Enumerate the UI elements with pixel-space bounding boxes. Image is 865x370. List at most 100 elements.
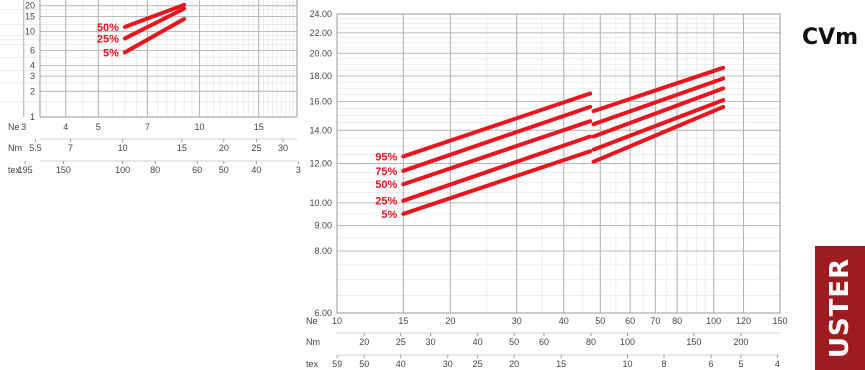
x-tick-label-ne: 60: [625, 316, 635, 326]
left-x-tick-label-nm: 10: [118, 143, 128, 153]
percentile-line: [591, 98, 726, 152]
x-tick-label-tex: 4: [775, 359, 780, 369]
left-y-tick-label: 6: [30, 45, 35, 55]
percentile-line: [401, 149, 593, 216]
left-percentile-line: [122, 2, 187, 29]
percentile-line: [401, 91, 593, 159]
left-x-tick-label-tex: 3: [296, 165, 301, 175]
percentile-line: [591, 65, 726, 114]
x-tick-label-nm: 60: [539, 337, 549, 347]
percentile-label: 95%: [375, 151, 397, 163]
percentile-label: 50%: [375, 179, 397, 191]
left-x-tick-label-ne: 5: [96, 122, 101, 132]
left-x-tick-label-tex: 50: [219, 165, 229, 175]
x-tick-label-tex: 8: [661, 359, 666, 369]
left-x-tick-label-tex: 40: [251, 165, 261, 175]
left-x-tick-label-ne: 4: [63, 122, 68, 132]
x-tick-label-nm: 100: [620, 337, 635, 347]
percentile-line: [591, 76, 726, 127]
left-x-tick-label-nm: 7: [68, 143, 73, 153]
left-scale-name-nm: Nm: [8, 143, 22, 153]
left-scale-name-tex: tex: [8, 165, 21, 175]
x-tick-label-ne: 30: [512, 316, 522, 326]
y-tick-label: 8.00: [314, 246, 332, 256]
x-tick-label-ne: 80: [672, 316, 682, 326]
y-tick-label: 20.00: [309, 48, 332, 58]
uster-logo: USTER: [815, 246, 865, 370]
x-tick-label-tex: 5: [738, 359, 743, 369]
percentile-line: [591, 86, 726, 139]
x-tick-label-ne: 10: [332, 316, 342, 326]
percentile-line: [401, 104, 593, 173]
y-tick-label: 16.00: [309, 96, 332, 106]
left-x-tick-label-nm: 15: [177, 143, 187, 153]
left-x-tick-label-nm: 30: [278, 143, 288, 153]
x-tick-label-nm: 20: [359, 337, 369, 347]
y-tick-label: 24.00: [309, 9, 332, 19]
x-tick-label-ne: 70: [650, 316, 660, 326]
x-tick-label-ne: 40: [559, 316, 569, 326]
y-tick-label: 22.00: [309, 28, 332, 38]
percentile-line: [401, 119, 593, 187]
left-x-tick-label-tex: 100: [115, 165, 130, 175]
left-x-tick-label-ne: 10: [194, 122, 204, 132]
y-tick-label: 12.00: [309, 159, 332, 169]
percentile-label: 25%: [375, 196, 397, 208]
left-x-tick-label-tex: 195: [18, 165, 33, 175]
chart-title: CVm: [802, 25, 859, 50]
x-tick-label-nm: 40: [473, 337, 483, 347]
x-tick-label-tex: 20: [509, 359, 519, 369]
left-x-tick-label-ne: 7: [145, 122, 150, 132]
left-percentile-label: 25%: [97, 33, 119, 45]
logo-text: USTER: [825, 257, 856, 359]
x-tick-label-ne: 15: [398, 316, 408, 326]
left-percentile-line: [122, 6, 187, 41]
percentile-line: [591, 104, 726, 164]
x-tick-label-ne: 120: [736, 316, 751, 326]
y-tick-label: 9.00: [314, 221, 332, 231]
left-y-tick-label: 3: [30, 71, 35, 81]
x-tick-label-tex: 10: [622, 359, 632, 369]
percentile-label: 75%: [375, 166, 397, 178]
x-tick-label-tex: 40: [396, 359, 406, 369]
x-tick-label-nm: 50: [509, 337, 519, 347]
x-tick-label-ne: 100: [706, 316, 721, 326]
x-tick-label-tex: 6: [709, 359, 714, 369]
x-tick-label-nm: 200: [733, 337, 748, 347]
left-y-tick-label: 20: [25, 1, 35, 11]
left-percentile-label: 50%: [97, 22, 119, 34]
scale-name-ne: Ne: [306, 316, 318, 326]
x-tick-label-tex: 50: [359, 359, 369, 369]
left-y-tick-label: 4: [30, 61, 35, 71]
left-y-tick-label: 15: [25, 11, 35, 21]
x-tick-label-tex: 59: [332, 359, 342, 369]
scale-name-tex: tex: [306, 359, 319, 369]
scale-name-nm: Nm: [306, 337, 320, 347]
x-tick-label-ne: 20: [445, 316, 455, 326]
y-tick-label: 6.00: [314, 308, 332, 318]
x-tick-label-nm: 150: [686, 337, 701, 347]
left-y-tick-label: 2: [30, 86, 35, 96]
left-y-tick-label: 10: [25, 26, 35, 36]
x-tick-label-nm: 30: [426, 337, 436, 347]
left-x-tick-label-nm: 5.5: [29, 143, 42, 153]
left-percentile-line: [122, 16, 187, 55]
plot-border: [336, 13, 781, 314]
left-x-tick-label-ne: 15: [254, 122, 264, 132]
left-x-tick-label-ne: 3: [21, 122, 26, 132]
left-scale-name-ne: Ne: [8, 122, 20, 132]
left-x-tick-label-tex: 150: [56, 165, 71, 175]
x-tick-label-ne: 150: [772, 316, 787, 326]
y-tick-label: 18.00: [309, 71, 332, 81]
y-tick-label: 14.00: [309, 125, 332, 135]
left-y-tick-label: 1: [30, 112, 35, 122]
left-x-tick-label-tex: 80: [150, 165, 160, 175]
x-tick-label-nm: 80: [586, 337, 596, 347]
x-tick-label-nm: 25: [396, 337, 406, 347]
left-x-tick-label-nm: 25: [251, 143, 261, 153]
y-tick-label: 10.00: [309, 198, 332, 208]
left-x-tick-label-nm: 20: [219, 143, 229, 153]
x-tick-label-tex: 15: [556, 359, 566, 369]
x-tick-label-tex: 30: [443, 359, 453, 369]
